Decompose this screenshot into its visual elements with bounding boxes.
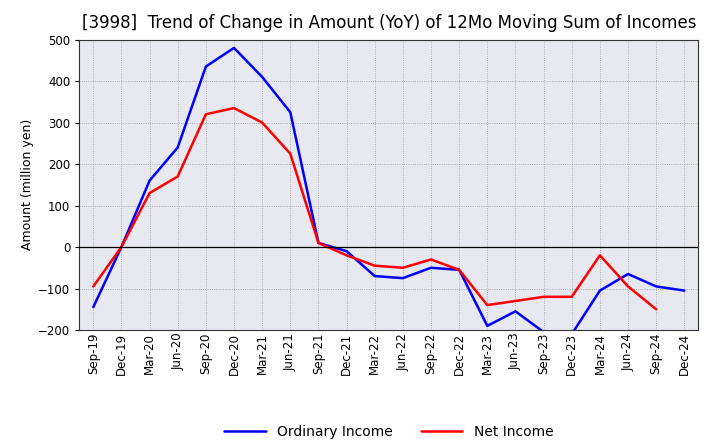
Net Income (567, 294, 576, 300)
Net Income (286, 151, 294, 156)
Net Income (455, 267, 464, 272)
Net Income (145, 191, 154, 196)
Net Income (511, 298, 520, 304)
Net Income (427, 257, 436, 262)
Ordinary Income (145, 178, 154, 183)
Legend: Ordinary Income, Net Income: Ordinary Income, Net Income (219, 420, 559, 440)
Line: Ordinary Income: Ordinary Income (94, 48, 684, 334)
Ordinary Income (624, 271, 632, 277)
Ordinary Income (595, 288, 604, 293)
Net Income (230, 106, 238, 111)
Ordinary Income (483, 323, 492, 329)
Ordinary Income (230, 45, 238, 51)
Net Income (483, 302, 492, 308)
Ordinary Income (455, 267, 464, 272)
Net Income (342, 253, 351, 258)
Net Income (174, 174, 182, 179)
Line: Net Income: Net Income (94, 108, 656, 309)
Net Income (370, 263, 379, 268)
Ordinary Income (511, 309, 520, 314)
Ordinary Income (427, 265, 436, 271)
Net Income (314, 240, 323, 246)
Ordinary Income (174, 145, 182, 150)
Y-axis label: Amount (million yen): Amount (million yen) (21, 119, 34, 250)
Ordinary Income (680, 288, 688, 293)
Net Income (624, 284, 632, 289)
Ordinary Income (342, 249, 351, 254)
Ordinary Income (539, 330, 548, 335)
Net Income (89, 284, 98, 289)
Ordinary Income (202, 64, 210, 69)
Net Income (652, 307, 660, 312)
Net Income (117, 244, 126, 249)
Ordinary Income (314, 240, 323, 246)
Net Income (258, 120, 266, 125)
Ordinary Income (652, 284, 660, 289)
Ordinary Income (567, 331, 576, 337)
Net Income (399, 265, 408, 271)
Ordinary Income (258, 74, 266, 80)
Net Income (595, 253, 604, 258)
Ordinary Income (117, 244, 126, 249)
Net Income (202, 112, 210, 117)
Ordinary Income (370, 273, 379, 279)
Ordinary Income (89, 304, 98, 310)
Ordinary Income (399, 275, 408, 281)
Ordinary Income (286, 110, 294, 115)
Net Income (539, 294, 548, 300)
Title: [3998]  Trend of Change in Amount (YoY) of 12Mo Moving Sum of Incomes: [3998] Trend of Change in Amount (YoY) o… (81, 15, 696, 33)
